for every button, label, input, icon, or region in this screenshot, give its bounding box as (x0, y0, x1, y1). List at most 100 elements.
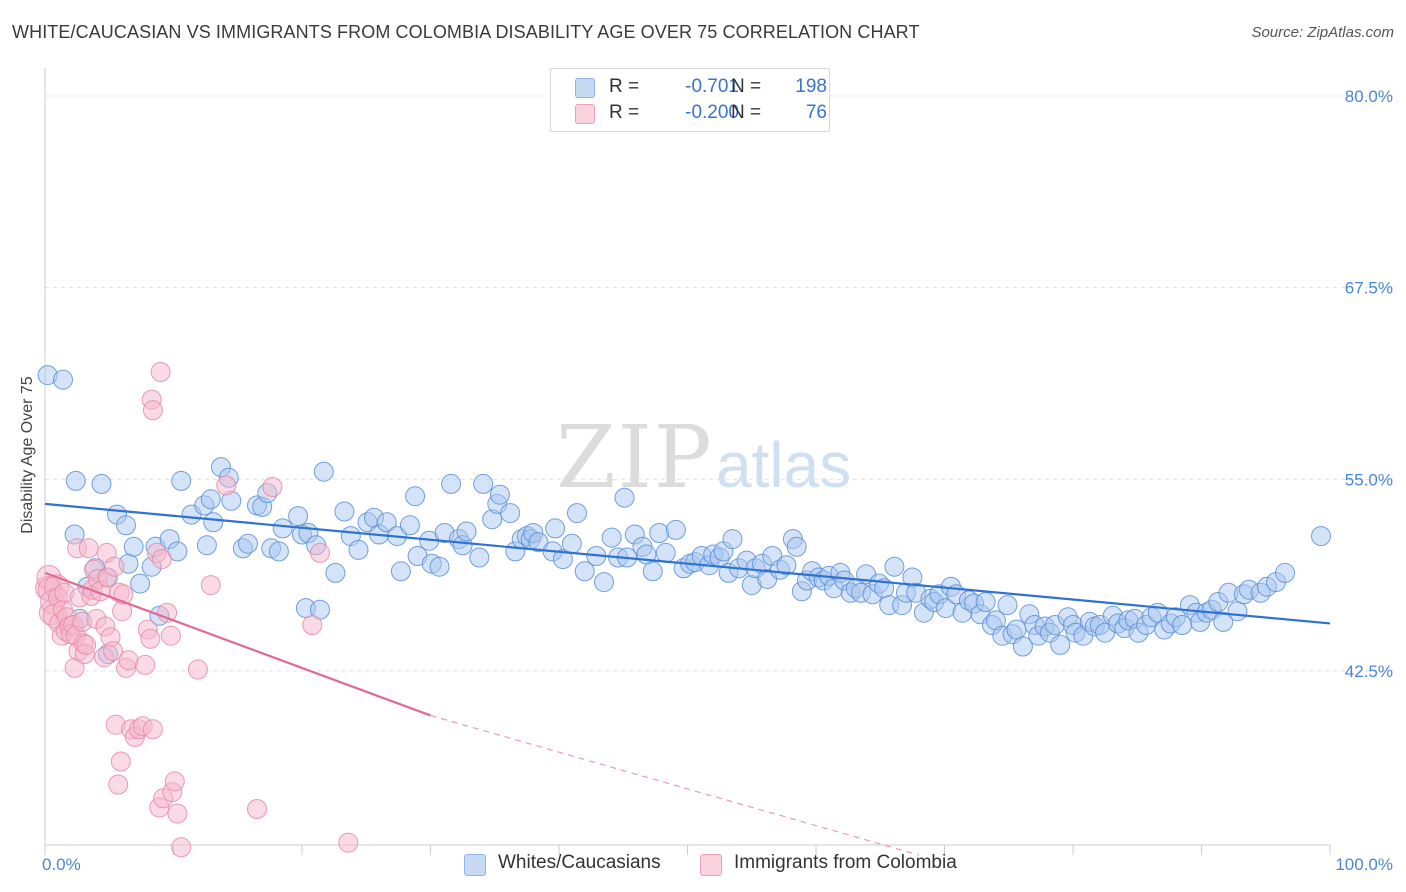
whites-point (786, 536, 807, 557)
legend-r-value: -0.200 (685, 102, 739, 123)
whites-point (552, 549, 573, 570)
colombia-point (262, 477, 283, 497)
whites-point (171, 470, 192, 491)
whites-point (1227, 601, 1248, 622)
colombia-point (118, 650, 139, 671)
whites-point (665, 519, 686, 540)
whites-point (91, 473, 112, 494)
legend-r-label: R = (609, 102, 640, 123)
whites-point (649, 523, 670, 543)
bottom-legend-label-colombia: Immigrants from Colombia (734, 852, 957, 873)
whites-point (567, 503, 587, 524)
whites-point (200, 489, 221, 510)
axes (44, 68, 1331, 855)
legend-r-label: R = (609, 76, 640, 97)
whites-point (1311, 526, 1331, 547)
colombia-point (135, 654, 156, 675)
tick-labels: 42.5% 55.0% 67.5% 80.0% 0.0% 100.0% (42, 87, 1393, 874)
whites-point (473, 473, 494, 494)
colombia-trend-extension (430, 714, 919, 856)
legend-swatch-colombia (575, 104, 595, 124)
whites-point (272, 518, 293, 539)
whites-point (722, 529, 743, 550)
whites-point (325, 562, 346, 583)
bottom-legend-label-whites: Whites/Caucasians (498, 852, 661, 873)
y-tick-label: 55.0% (1345, 470, 1393, 489)
whites-point (1012, 636, 1033, 657)
legend-n-label: N = (731, 102, 762, 123)
series-whites (37, 365, 1331, 665)
colombia-point (247, 799, 267, 819)
whites-point (528, 532, 549, 553)
whites-point (288, 506, 309, 527)
whites-point (348, 539, 369, 560)
colombia-point (302, 615, 323, 635)
bottom-legend-swatch-colombia (700, 854, 722, 876)
whites-point (975, 592, 996, 612)
whites-point (268, 541, 289, 562)
colombia-point (142, 719, 163, 740)
correlation-legend: R = -0.701 N = 198 R = -0.200 N = 76 (550, 68, 830, 132)
whites-point (489, 484, 510, 505)
colombia-point (167, 803, 188, 824)
whites-point (500, 503, 521, 524)
colombia-point (142, 400, 163, 421)
colombia-point (338, 832, 359, 853)
whites-point (429, 556, 450, 577)
colombia-point (157, 602, 178, 623)
whites-point (405, 486, 426, 507)
whites-point (399, 515, 420, 536)
series-colombia (35, 362, 359, 858)
grid-lines (45, 95, 1395, 672)
whites-point (123, 536, 144, 557)
whites-point (1050, 634, 1071, 655)
colombia-point (110, 751, 131, 772)
whites-point (1275, 562, 1295, 583)
watermark-zip: ZIP (556, 408, 714, 508)
legend-n-label: N = (731, 76, 762, 97)
y-tick-label: 42.5% (1345, 662, 1393, 681)
colombia-point (187, 659, 208, 680)
whites-point (203, 512, 224, 533)
legend-n-value: 76 (805, 102, 827, 123)
bottom-legend: Whites/Caucasians Immigrants from Colomb… (0, 852, 1406, 878)
whites-point (469, 547, 490, 568)
colombia-point (200, 575, 221, 596)
whites-point (376, 512, 397, 533)
colombia-point (310, 542, 330, 563)
whites-trend-line (44, 502, 1331, 625)
whites-point (574, 561, 595, 582)
whites-point (614, 487, 635, 508)
colombia-point (108, 774, 129, 795)
whites-point (1006, 619, 1027, 640)
whites-point (238, 533, 258, 554)
x-tick-label: 0.0% (42, 855, 81, 874)
whites-point (997, 595, 1018, 616)
chart-source: Source: ZipAtlas.com (1251, 24, 1394, 41)
whites-point (884, 556, 905, 577)
whites-point (116, 515, 136, 536)
colombia-trend-line (44, 571, 431, 717)
colombia-point (104, 556, 125, 577)
whites-point (196, 535, 217, 556)
chart-title: WHITE/CAUCASIAN VS IMMIGRANTS FROM COLOM… (12, 22, 920, 42)
whites-point (545, 518, 566, 539)
whites-point (65, 470, 86, 491)
colombia-point (78, 538, 99, 559)
whites-point (1213, 611, 1234, 632)
whites-point (313, 461, 334, 482)
colombia-point (150, 362, 171, 382)
colombia-point (76, 634, 97, 655)
colombia-point (164, 771, 185, 792)
whites-point (561, 533, 582, 554)
bottom-legend-swatch-whites (464, 854, 486, 876)
whites-point (601, 527, 622, 548)
legend-n-value: 198 (795, 76, 827, 97)
colombia-point (160, 625, 181, 646)
colombia-point (151, 549, 172, 570)
whites-point (456, 521, 477, 542)
whites-point (390, 561, 411, 582)
whites-point (594, 572, 614, 593)
colombia-point (216, 475, 237, 496)
